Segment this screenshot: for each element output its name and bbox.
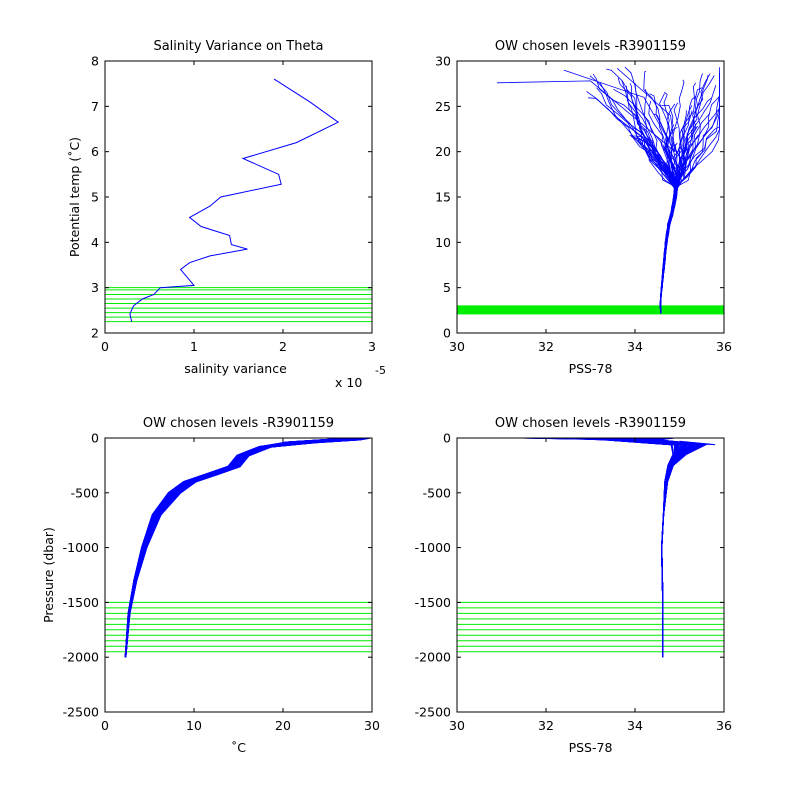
x-axis-label: salinity variance xyxy=(184,361,287,376)
x-tick-label: 32 xyxy=(538,718,554,733)
y-tick-label: 5 xyxy=(91,190,99,205)
y-tick-label: -2000 xyxy=(63,650,99,665)
y-tick-label: -2000 xyxy=(415,650,451,665)
plot-area xyxy=(105,78,372,323)
chosen-level-band xyxy=(457,305,724,315)
x-tick-label: 0 xyxy=(101,339,109,354)
y-tick-label: 7 xyxy=(91,99,99,114)
y-tick-label: -500 xyxy=(423,485,451,500)
chart-3: 0 10 20 30 -2500 -2000 -1500 -1000 -500 0 OW chose… xyxy=(41,416,380,755)
x-tick-label: 0 xyxy=(101,718,109,733)
x-tick-label: 30 xyxy=(449,718,465,733)
axes-frame xyxy=(456,437,725,713)
y-tick-label: 5 xyxy=(443,280,451,295)
chart-4: 30 32 34 36 -2500 -2000 -1500 -1000 -500 0 OW chos… xyxy=(415,416,732,755)
y-tick-label: 20 xyxy=(435,144,451,159)
x-exponent-value: -5 xyxy=(375,364,386,377)
axes-frame xyxy=(104,60,373,334)
y-tick-label: 0 xyxy=(443,431,451,446)
y-tick-label: -2500 xyxy=(415,705,451,720)
chart-title: OW chosen levels -R3901159 xyxy=(143,416,334,431)
x-tick-label: 1 xyxy=(190,339,198,354)
profile-line xyxy=(611,98,678,314)
y-tick-label: 2 xyxy=(91,326,99,341)
y-tick-label: -1500 xyxy=(415,595,451,610)
profile-line xyxy=(580,438,696,658)
x-tick-label: 30 xyxy=(449,339,465,354)
profile-line xyxy=(563,69,676,152)
x-tick-label: 2 xyxy=(279,339,287,354)
plot-area xyxy=(105,438,372,658)
profile-line xyxy=(124,438,346,658)
y-axis-label: Pressure (dbar) xyxy=(41,527,56,623)
x-axis-label: PSS-78 xyxy=(569,361,613,376)
axes-frame xyxy=(104,437,373,713)
axes-frame xyxy=(456,60,725,334)
y-tick-label: 4 xyxy=(91,235,99,250)
y-tick-label: 25 xyxy=(435,99,451,114)
y-tick-label: -2500 xyxy=(63,705,99,720)
profile-line xyxy=(496,80,676,153)
plot-area xyxy=(457,438,724,658)
y-tick-label: 6 xyxy=(91,144,99,159)
y-axis-label: Potential temp (˚C) xyxy=(67,137,82,257)
y-tick-label: 0 xyxy=(443,326,451,341)
y-tick-label: -1500 xyxy=(63,595,99,610)
x-tick-label: 36 xyxy=(716,339,732,354)
x-tick-label: 30 xyxy=(364,718,380,733)
chart-2: 30 32 34 36 0 5 10 15 20 25 30 OW chosen levels -R3… xyxy=(435,39,732,376)
profile-line xyxy=(659,75,715,314)
y-tick-label: 3 xyxy=(91,280,99,295)
profile-line xyxy=(660,95,697,314)
variance-line xyxy=(129,78,340,322)
chart-title: OW chosen levels -R3901159 xyxy=(495,416,686,431)
x-tick-label: 34 xyxy=(627,718,643,733)
y-tick-label: -500 xyxy=(71,485,99,500)
y-tick-label: 0 xyxy=(91,431,99,446)
x-tick-label: 36 xyxy=(716,718,732,733)
profile-line xyxy=(679,440,716,446)
y-tick-label: 8 xyxy=(91,54,99,69)
x-axis-label: PSS-78 xyxy=(569,740,613,755)
chart-title: Salinity Variance on Theta xyxy=(153,39,323,54)
chart-title: OW chosen levels -R3901159 xyxy=(495,39,686,54)
profile-line xyxy=(659,73,703,314)
profile-line xyxy=(599,82,679,314)
x-tick-label: 10 xyxy=(186,718,202,733)
y-tick-label: -1000 xyxy=(415,540,451,555)
x-tick-label: 20 xyxy=(275,718,291,733)
x-tick-label: 34 xyxy=(627,339,643,354)
x-tick-label: 3 xyxy=(368,339,376,354)
x-exponent-label: x 10 xyxy=(335,375,362,390)
plot-area xyxy=(457,66,724,315)
y-tick-label: 30 xyxy=(435,54,451,69)
y-tick-label: -1000 xyxy=(63,540,99,555)
profile-line xyxy=(643,71,676,314)
chart-1: 0 1 2 3 2 3 4 5 6 7 8 Salinity Variance on Theta sal… xyxy=(67,39,386,390)
x-axis-label: ˚C xyxy=(231,740,246,755)
y-tick-label: 15 xyxy=(435,190,451,205)
profile-line xyxy=(616,68,676,152)
x-tick-label: 32 xyxy=(538,339,554,354)
y-tick-label: 10 xyxy=(435,235,451,250)
